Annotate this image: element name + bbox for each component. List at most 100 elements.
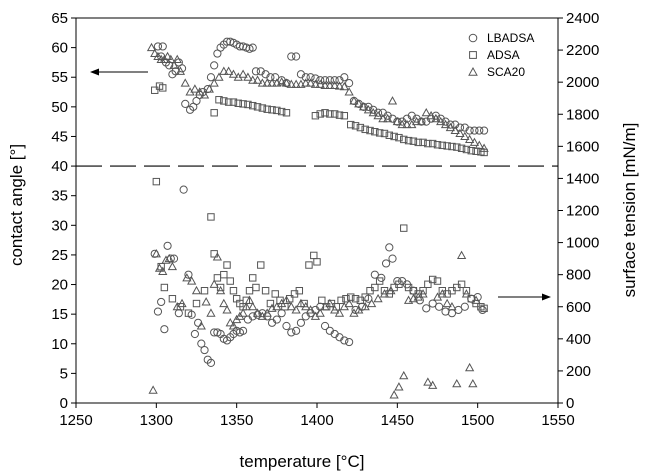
sca20-surface-tension-point [452, 378, 462, 388]
sca20-surface-tension-point [296, 298, 306, 308]
lbadsa-contact-angle-point [475, 126, 484, 135]
adsa-surface-tension-point [395, 280, 403, 288]
adsa-surface-tension-point [226, 277, 234, 285]
sca20-surface-tension-point [228, 321, 239, 330]
sca20-contact-angle-point [248, 75, 258, 84]
adsa-contact-angle-point [239, 100, 247, 108]
left-axis-title: contact angle [°] [7, 144, 26, 266]
x-tick-label: 1550 [541, 412, 574, 429]
lbadsa-surface-tension-point [381, 259, 391, 268]
adsa-surface-tension-point [361, 293, 369, 301]
lbadsa-contact-angle-point [325, 76, 334, 85]
adsa-contact-angle-point [356, 123, 365, 132]
adsa-contact-angle-point [380, 129, 389, 138]
adsa-surface-tension-point [200, 287, 209, 295]
adsa-contact-angle-point [448, 142, 456, 151]
sca20-surface-tension-point [354, 305, 364, 314]
adsa-contact-angle-point [462, 145, 471, 154]
sca20-surface-tension-point [447, 301, 457, 311]
lbadsa-contact-angle-point [210, 61, 219, 70]
sca20-contact-angle-point [436, 116, 446, 126]
adsa-surface-tension-point [305, 261, 313, 269]
sca20-contact-angle-point [421, 107, 431, 117]
sca20-contact-angle-point [252, 75, 263, 84]
adsa-contact-angle-point [371, 128, 379, 136]
sca20-surface-tension-point [468, 378, 478, 388]
sca20-contact-angle-point [474, 140, 484, 149]
lbadsa-contact-angle-point [153, 42, 163, 51]
sca20-surface-tension-point [465, 362, 475, 372]
adsa-surface-tension-point [428, 275, 437, 284]
sca20-contact-angle-point [440, 119, 451, 129]
adsa-surface-tension-point [184, 309, 193, 317]
adsa-contact-angle-point [375, 129, 384, 137]
adsa-surface-tension-point [318, 296, 326, 305]
adsa-contact-angle-point [340, 112, 349, 120]
lbadsa-contact-angle-point [158, 42, 167, 51]
sca20-contact-angle-point [460, 131, 470, 140]
lbadsa-contact-angle-point [181, 99, 190, 108]
left-tick-label: 20 [51, 277, 68, 294]
left-arrow-head [90, 68, 99, 76]
sca20-surface-tension-point [330, 305, 340, 314]
adsa-contact-angle-point [249, 101, 257, 110]
sca20-surface-tension-point [148, 385, 158, 394]
sca20-surface-tension-point [379, 289, 390, 298]
sca20-contact-angle-point [426, 110, 436, 120]
lbadsa-contact-angle-point [455, 123, 465, 132]
sca20-surface-tension-point [161, 255, 171, 264]
adsa-contact-angle-point [467, 146, 475, 155]
adsa-contact-angle-point [234, 99, 242, 107]
x-tick-label: 1350 [220, 412, 253, 429]
lbadsa-surface-tension-point [200, 345, 209, 355]
sca20-contact-angle-point [402, 119, 412, 129]
lbadsa-contact-angle-point [287, 52, 296, 61]
adsa-contact-angle-point [409, 137, 418, 145]
adsa-contact-angle-point [244, 100, 252, 109]
right-tick-label: 2200 [566, 42, 599, 59]
left-tick-label: 60 [51, 40, 68, 57]
adsa-contact-angle-point [330, 110, 339, 118]
sca20-contact-angle-point [363, 104, 374, 114]
sca20-contact-angle-point [209, 78, 219, 87]
adsa-surface-tension-point [252, 283, 260, 292]
lbadsa-surface-tension-point [428, 299, 437, 308]
adsa-surface-tension-point [347, 293, 355, 301]
lbadsa-contact-angle-point [345, 79, 354, 88]
adsa-contact-angle-point [453, 143, 461, 151]
sca20-contact-angle-point [397, 119, 407, 129]
sca20-surface-tension-point [196, 321, 206, 330]
lbadsa-contact-angle-point [177, 64, 187, 73]
lbadsa-contact-angle-point [446, 120, 455, 129]
sca20-surface-tension-point [267, 303, 277, 312]
sca20-contact-angle-point [146, 42, 157, 52]
sca20-contact-angle-point [315, 79, 325, 88]
adsa-surface-tension-point [249, 274, 257, 282]
sca20-contact-angle-point [479, 143, 489, 152]
sca20-contact-angle-point [228, 69, 239, 78]
sca20-surface-tension-point [428, 380, 438, 389]
sca20-surface-tension-point [305, 305, 316, 314]
lbadsa-surface-tension-point [370, 270, 379, 279]
adsa-contact-angle-point [263, 105, 271, 113]
lbadsa-contact-angle-point [320, 76, 330, 85]
sca20-surface-tension-point [219, 298, 229, 308]
lbadsa-surface-tension-point [282, 321, 291, 331]
sca20-surface-tension-point [301, 301, 311, 311]
sca20-surface-tension-point [471, 295, 481, 304]
left-tick-label: 15 [51, 306, 68, 323]
left-tick-label: 45 [51, 128, 68, 145]
lbadsa-contact-angle-point [479, 126, 489, 135]
right-tick-label: 800 [566, 267, 591, 284]
x-tick-label: 1300 [140, 412, 173, 429]
adsa-surface-tension-point [462, 287, 471, 295]
adsa-surface-tension-point [168, 295, 177, 303]
sca20-surface-tension-point [344, 298, 354, 308]
x-axis-title: temperature [°C] [240, 452, 365, 471]
adsa-surface-tension-point [192, 299, 201, 308]
sca20-surface-tension-point [154, 263, 165, 272]
adsa-contact-angle-point [268, 106, 276, 114]
sca20-contact-angle-point [383, 113, 393, 123]
lbadsa-surface-tension-point [179, 185, 188, 194]
